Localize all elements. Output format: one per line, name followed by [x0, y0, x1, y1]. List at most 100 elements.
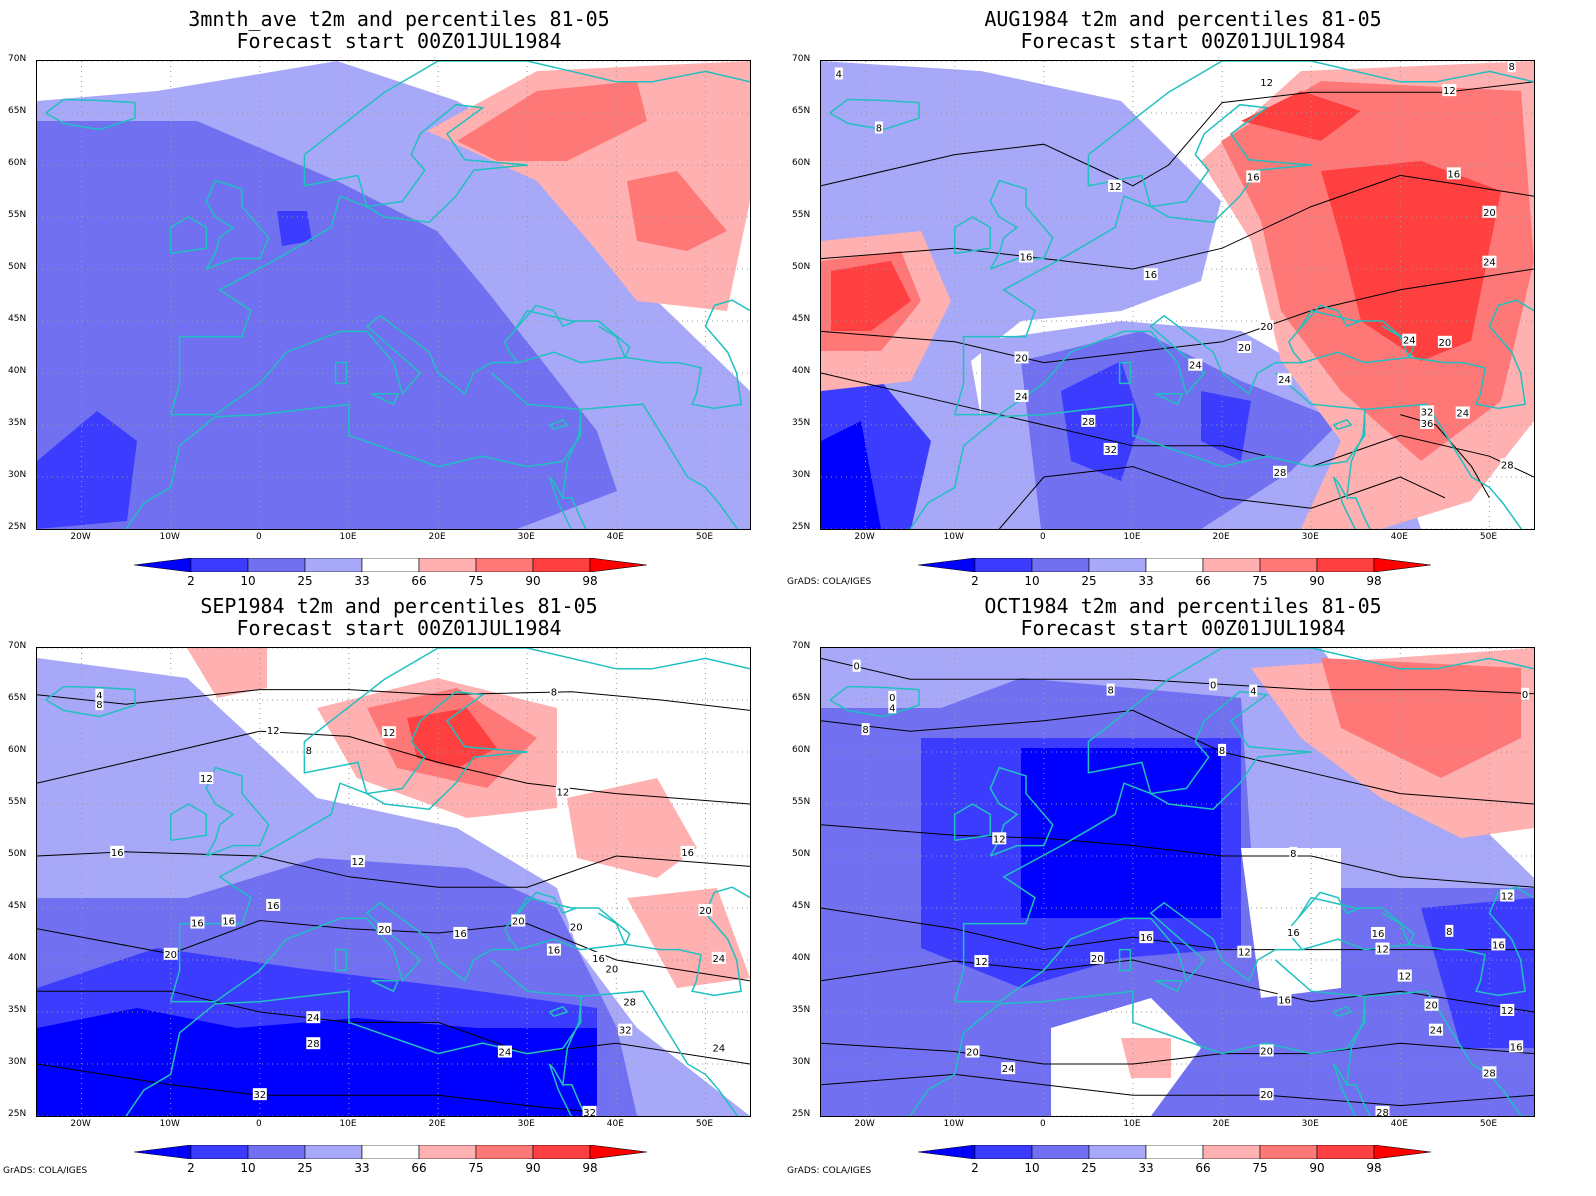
lat-tick-label: 65N — [792, 106, 811, 116]
panel-subtitle: Forecast start 00Z01JUL1984 — [236, 616, 562, 640]
svg-text:16: 16 — [1144, 270, 1157, 281]
svg-text:4: 4 — [96, 691, 102, 702]
coastline — [1154, 980, 1184, 993]
svg-text:8: 8 — [1509, 62, 1515, 73]
colorbar-label: 33 — [354, 1161, 370, 1175]
svg-text:32: 32 — [619, 1026, 632, 1037]
percentile-shading — [277, 211, 312, 246]
coastline — [334, 948, 348, 972]
contour-label: 12 — [266, 724, 281, 737]
lon-tick-label: 10E — [339, 1119, 357, 1129]
svg-text:16: 16 — [1372, 929, 1385, 940]
contour-label: 8 — [1289, 846, 1298, 860]
colorbar-label: 2 — [187, 1161, 195, 1175]
lat-tick-label: 70N — [8, 54, 27, 64]
contour-label: 20 — [698, 904, 713, 917]
contour-label: 24 — [711, 951, 726, 965]
svg-text:8: 8 — [862, 725, 868, 736]
colorbar-label: 66 — [1195, 574, 1211, 588]
lon-tick-label: 0 — [255, 1119, 262, 1129]
svg-text:12: 12 — [267, 726, 280, 737]
svg-text:20: 20 — [1425, 1001, 1438, 1012]
contour-label: 20 — [1014, 351, 1029, 364]
percentile-shading — [37, 1008, 597, 1116]
coastline — [1332, 1005, 1353, 1018]
colorbar-label: 98 — [1366, 574, 1382, 588]
svg-text:28: 28 — [307, 1039, 320, 1050]
colorbar-label: 25 — [1081, 574, 1097, 588]
contour-label: 20 — [1090, 951, 1105, 965]
contour-label: 12 — [1442, 84, 1457, 97]
lon-tick-label: 30E — [517, 1119, 535, 1129]
lon-tick-label: 10E — [339, 532, 357, 542]
svg-text:12: 12 — [383, 728, 396, 739]
contour-label: 16 — [266, 898, 281, 912]
contour-label: 0 — [852, 659, 861, 673]
lat-tick-label: 65N — [8, 693, 27, 703]
contour-label: 28 — [1500, 458, 1515, 472]
svg-text:20: 20 — [378, 925, 391, 936]
svg-text:16: 16 — [681, 848, 694, 859]
temperature-contour — [821, 959, 1534, 1013]
contour-label: 32 — [618, 1023, 633, 1037]
lon-tick-label: 20W — [854, 1119, 875, 1129]
lat-tick-label: 60N — [792, 745, 811, 755]
svg-text:16: 16 — [222, 916, 235, 927]
lon-tick-label: 50E — [1479, 1119, 1498, 1129]
lat-tick-label: 70N — [792, 54, 811, 64]
svg-text:8: 8 — [551, 688, 557, 699]
coastline — [504, 891, 577, 951]
svg-text:4: 4 — [889, 703, 895, 714]
percentile-shading — [627, 888, 750, 988]
colorbar-swatch — [1088, 558, 1147, 572]
map-area: 0 0 4 8 8 0 4 0 8 12 8 12 16 16 8 16 16 12 12 12 20 12 16 20 12 2… — [820, 647, 1535, 1117]
contour-label: 16 — [680, 845, 695, 859]
svg-text:20: 20 — [512, 916, 525, 927]
svg-text:20: 20 — [1091, 954, 1104, 965]
svg-text:20: 20 — [164, 950, 177, 961]
contour-label: 12 — [350, 855, 365, 868]
lat-tick-label: 50N — [792, 849, 811, 859]
contour-label: 36 — [1420, 416, 1435, 430]
contour-label: 12 — [199, 772, 214, 785]
contour-label: 12 — [1397, 969, 1412, 983]
contour-label: 24 — [1402, 333, 1417, 347]
lat-tick-label: 50N — [792, 262, 811, 272]
svg-text:20: 20 — [1260, 1046, 1273, 1057]
svg-text:32: 32 — [583, 1108, 596, 1116]
colorbar-swatch — [589, 1145, 648, 1159]
contour-label: 16 — [591, 951, 606, 965]
lat-tick-label: 30N — [8, 1057, 27, 1067]
svg-text:28: 28 — [1376, 1108, 1389, 1116]
lon-tick-label: 20E — [428, 532, 446, 542]
temperature-contour — [821, 372, 1534, 478]
coastline — [205, 179, 270, 270]
contour-label: 24 — [711, 1041, 726, 1054]
svg-text:12: 12 — [975, 957, 988, 968]
colorbar-label: 90 — [1309, 574, 1325, 588]
contour-label: 20 — [569, 920, 584, 934]
lat-tick-label: 60N — [792, 158, 811, 168]
coastline — [1364, 990, 1523, 1116]
svg-text:20: 20 — [1015, 353, 1028, 364]
temperature-contour — [821, 174, 1534, 270]
contour-label: 28 — [1375, 1105, 1390, 1116]
temperature-contour — [821, 824, 1534, 888]
coastline — [45, 98, 136, 131]
contour-label: 24 — [1188, 358, 1203, 372]
contour-label: 16 — [546, 943, 561, 957]
contour-label: 4 — [1249, 684, 1258, 698]
coastline — [370, 393, 400, 406]
colorbar-swatch — [1145, 558, 1204, 572]
lat-tick-label: 35N — [8, 418, 27, 428]
panel-title: 3mnth_ave t2m and percentiles 81-05 — [188, 7, 610, 31]
grads-credit: GrADS: COLA/IGES — [787, 577, 872, 587]
svg-text:20: 20 — [1260, 322, 1273, 333]
lat-tick-label: 55N — [792, 210, 811, 220]
svg-text:28: 28 — [1501, 461, 1514, 472]
coastline — [1382, 325, 1410, 358]
temperature-contour — [821, 709, 1534, 805]
contour-label: 20 — [965, 1045, 980, 1059]
svg-text:20: 20 — [1483, 208, 1496, 219]
lon-tick-label: 40E — [606, 532, 624, 542]
